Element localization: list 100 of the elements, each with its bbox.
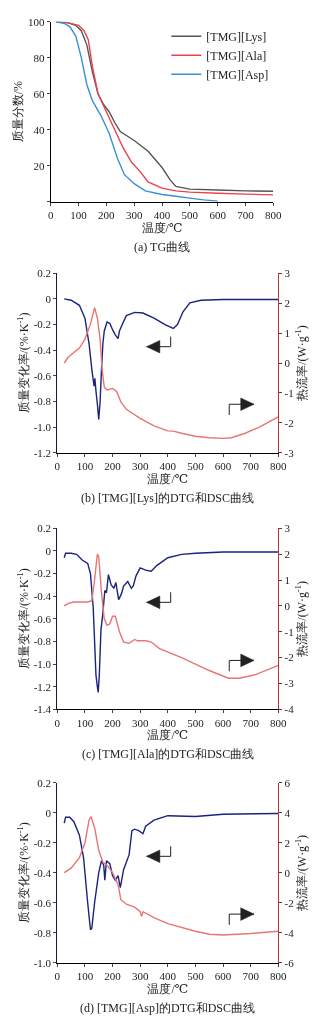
y2-tick-label: -1 xyxy=(284,386,294,399)
y-tick-label: -0.2 xyxy=(33,318,52,331)
x-tick-label: 800 xyxy=(265,208,283,221)
y-tick-label: -0.6 xyxy=(33,896,52,909)
x-tick-label: 0 xyxy=(54,459,61,472)
y2-tick-label: 0 xyxy=(284,599,291,612)
y2-tick-label: -4 xyxy=(284,703,295,716)
y2-tick-label: 3 xyxy=(284,267,291,280)
y-tick-label: -0.6 xyxy=(33,369,52,382)
x-tick-label: 400 xyxy=(159,969,177,982)
x-tick-label: 100 xyxy=(70,208,88,221)
y-axis-title: 质量分数/% xyxy=(11,81,26,143)
y2-tick-label: 3 xyxy=(284,522,291,535)
x-tick-label: 700 xyxy=(242,716,260,729)
y-tick-label: 80 xyxy=(33,51,45,64)
y2-tick-label: -2 xyxy=(284,896,294,909)
x-tick-label: 500 xyxy=(187,459,205,472)
line-series xyxy=(63,306,279,440)
x-tick-label: 800 xyxy=(270,459,288,472)
x-axis-title: 温度/℃ xyxy=(147,471,189,486)
line-series xyxy=(63,298,279,421)
x-tick-label: 200 xyxy=(98,208,116,221)
y-tick-label: -0.4 xyxy=(33,344,52,357)
text: (c) [TMG][Ala]的DTG和DSC曲线 xyxy=(82,747,255,761)
x-tick-label: 100 xyxy=(76,969,94,982)
y-tick-label: -1.4 xyxy=(33,703,52,716)
y-tick-label: -0.8 xyxy=(33,635,52,648)
x-tick-label: 800 xyxy=(270,716,288,729)
legend-label: [TMG][Asp] xyxy=(206,67,269,82)
y-tick-label: -0.4 xyxy=(33,590,52,603)
x-tick-label: 100 xyxy=(76,459,94,472)
y2-tick-label: -1 xyxy=(284,625,294,638)
y2-tick-label: -3 xyxy=(284,446,295,459)
y-tick-label: 0.2 xyxy=(37,776,52,789)
x-tick-label: 700 xyxy=(237,208,255,221)
y2-tick-label: 6 xyxy=(284,776,291,789)
x-tick-label: 700 xyxy=(242,969,260,982)
y-tick-label: -1.0 xyxy=(33,420,52,433)
y2-tick-label: 1 xyxy=(284,326,290,339)
y-tick-label: -1.2 xyxy=(33,446,52,459)
x-tick-label: 600 xyxy=(214,969,232,982)
x-axis-title: 温度/℃ xyxy=(147,728,189,743)
y-tick-label: 60 xyxy=(33,87,45,100)
y-tick-label: 40 xyxy=(33,123,45,136)
y-tick-label: -0.4 xyxy=(33,866,52,879)
x-tick-label: 400 xyxy=(159,716,177,729)
x-tick-label: 600 xyxy=(214,459,232,472)
y2-tick-label: -2 xyxy=(284,651,294,664)
text: (b) [TMG][Lys]的DTG和DSC曲线 xyxy=(81,491,254,505)
y2-tick-label: -2 xyxy=(284,416,294,429)
x-tick-label: 500 xyxy=(187,716,205,729)
y-tick-label: 0 xyxy=(45,544,52,557)
x-tick-label: 500 xyxy=(187,969,205,982)
y2-tick-label: 2 xyxy=(284,297,290,310)
y-tick-label: -1.0 xyxy=(33,956,52,969)
y2-tick-label: -6 xyxy=(284,956,295,969)
y2-tick-label: 1 xyxy=(284,573,290,586)
y2-tick-label: 0 xyxy=(284,356,291,369)
y2-tick-label: -4 xyxy=(284,926,295,939)
x-tick-label: 200 xyxy=(104,716,122,729)
y-tick-label: 0 xyxy=(45,292,52,305)
text: (a) TG曲线 xyxy=(134,240,191,254)
y-tick-label: -0.8 xyxy=(33,395,52,408)
x-tick-label: 800 xyxy=(270,969,288,982)
x-tick-label: 400 xyxy=(159,459,177,472)
x-tick-label: 300 xyxy=(131,969,149,982)
x-tick-label: 700 xyxy=(242,459,260,472)
y2-tick-label: -3 xyxy=(284,677,295,690)
text: (d) [TMG][Asp]的DTG和DSC曲线 xyxy=(80,1001,255,1015)
y-tick-label: -1.0 xyxy=(33,657,52,670)
y2-tick-label: 2 xyxy=(284,548,290,561)
x-tick-label: 200 xyxy=(104,459,122,472)
y-tick-label: 0.2 xyxy=(37,267,52,280)
x-tick-label: 600 xyxy=(209,208,227,221)
y-tick-label: 0 xyxy=(45,806,52,819)
x-tick-label: 0 xyxy=(54,716,61,729)
x-tick-label: 500 xyxy=(181,208,199,221)
x-tick-label: 300 xyxy=(131,716,149,729)
y-tick-label: -1.2 xyxy=(33,680,52,693)
legend-label: [TMG][Ala] xyxy=(206,48,267,63)
x-tick-label: 0 xyxy=(54,969,61,982)
x-tick-label: 200 xyxy=(104,969,122,982)
y-tick-label: -0.8 xyxy=(33,926,52,939)
y-tick-label: -0.6 xyxy=(33,612,52,625)
x-tick-label: 400 xyxy=(153,208,171,221)
y-tick-label: 20 xyxy=(33,159,45,172)
y-tick-label: -0.2 xyxy=(33,836,52,849)
x-axis-title: 温度/℃ xyxy=(147,981,189,996)
x-tick-label: 300 xyxy=(131,459,149,472)
y2-tick-label: 0 xyxy=(284,866,291,879)
x-axis-title: 温度/℃ xyxy=(141,220,183,235)
x-tick-label: 300 xyxy=(125,208,143,221)
legend-label: [TMG][Lys] xyxy=(206,29,267,44)
y-tick-label: 0.2 xyxy=(37,522,52,535)
y2-tick-label: 2 xyxy=(284,836,290,849)
x-tick-label: 100 xyxy=(76,716,94,729)
x-tick-label: 600 xyxy=(214,716,232,729)
y-tick-label: 100 xyxy=(28,15,45,28)
y2-tick-label: 4 xyxy=(284,806,291,819)
y-tick-label: -0.2 xyxy=(33,567,52,580)
